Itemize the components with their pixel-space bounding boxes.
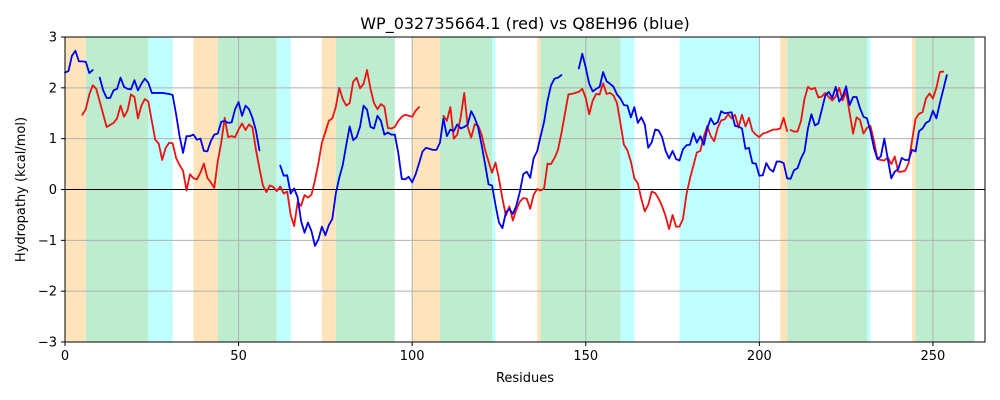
y-tick-label: 1 bbox=[49, 132, 57, 147]
x-tick-label: 100 bbox=[400, 349, 425, 364]
y-tick-label: −2 bbox=[38, 285, 57, 300]
red-series-line bbox=[442, 82, 789, 231]
blue-series-line bbox=[64, 49, 94, 74]
x-tick-label: 150 bbox=[573, 349, 598, 364]
y-tick-label: −3 bbox=[38, 336, 57, 351]
y-tick-label: 3 bbox=[49, 31, 57, 46]
x-tick-label: 250 bbox=[921, 349, 946, 364]
series-lines bbox=[64, 49, 948, 247]
y-axis-title: Hydropathy (kcal/mol) bbox=[14, 117, 29, 262]
y-tick-label: 2 bbox=[49, 81, 57, 96]
blue-series-line bbox=[279, 74, 563, 247]
chart-title: WP_032735664.1 (red) vs Q8EH96 (blue) bbox=[360, 14, 690, 34]
blue-series-line bbox=[577, 52, 948, 180]
x-tick-label: 0 bbox=[61, 349, 69, 364]
x-tick-label: 50 bbox=[230, 349, 247, 364]
blue-series-line bbox=[98, 76, 261, 154]
x-axis-title: Residues bbox=[496, 371, 554, 386]
axis-ticks: 0 50 100 150 200 250 −3 −2 −1 0 1 2 3 bbox=[38, 31, 946, 365]
y-tick-label: −1 bbox=[38, 234, 57, 249]
x-tick-label: 200 bbox=[747, 349, 772, 364]
red-series-line bbox=[789, 70, 945, 173]
y-tick-label: 0 bbox=[49, 183, 57, 198]
red-series-line bbox=[81, 69, 421, 228]
